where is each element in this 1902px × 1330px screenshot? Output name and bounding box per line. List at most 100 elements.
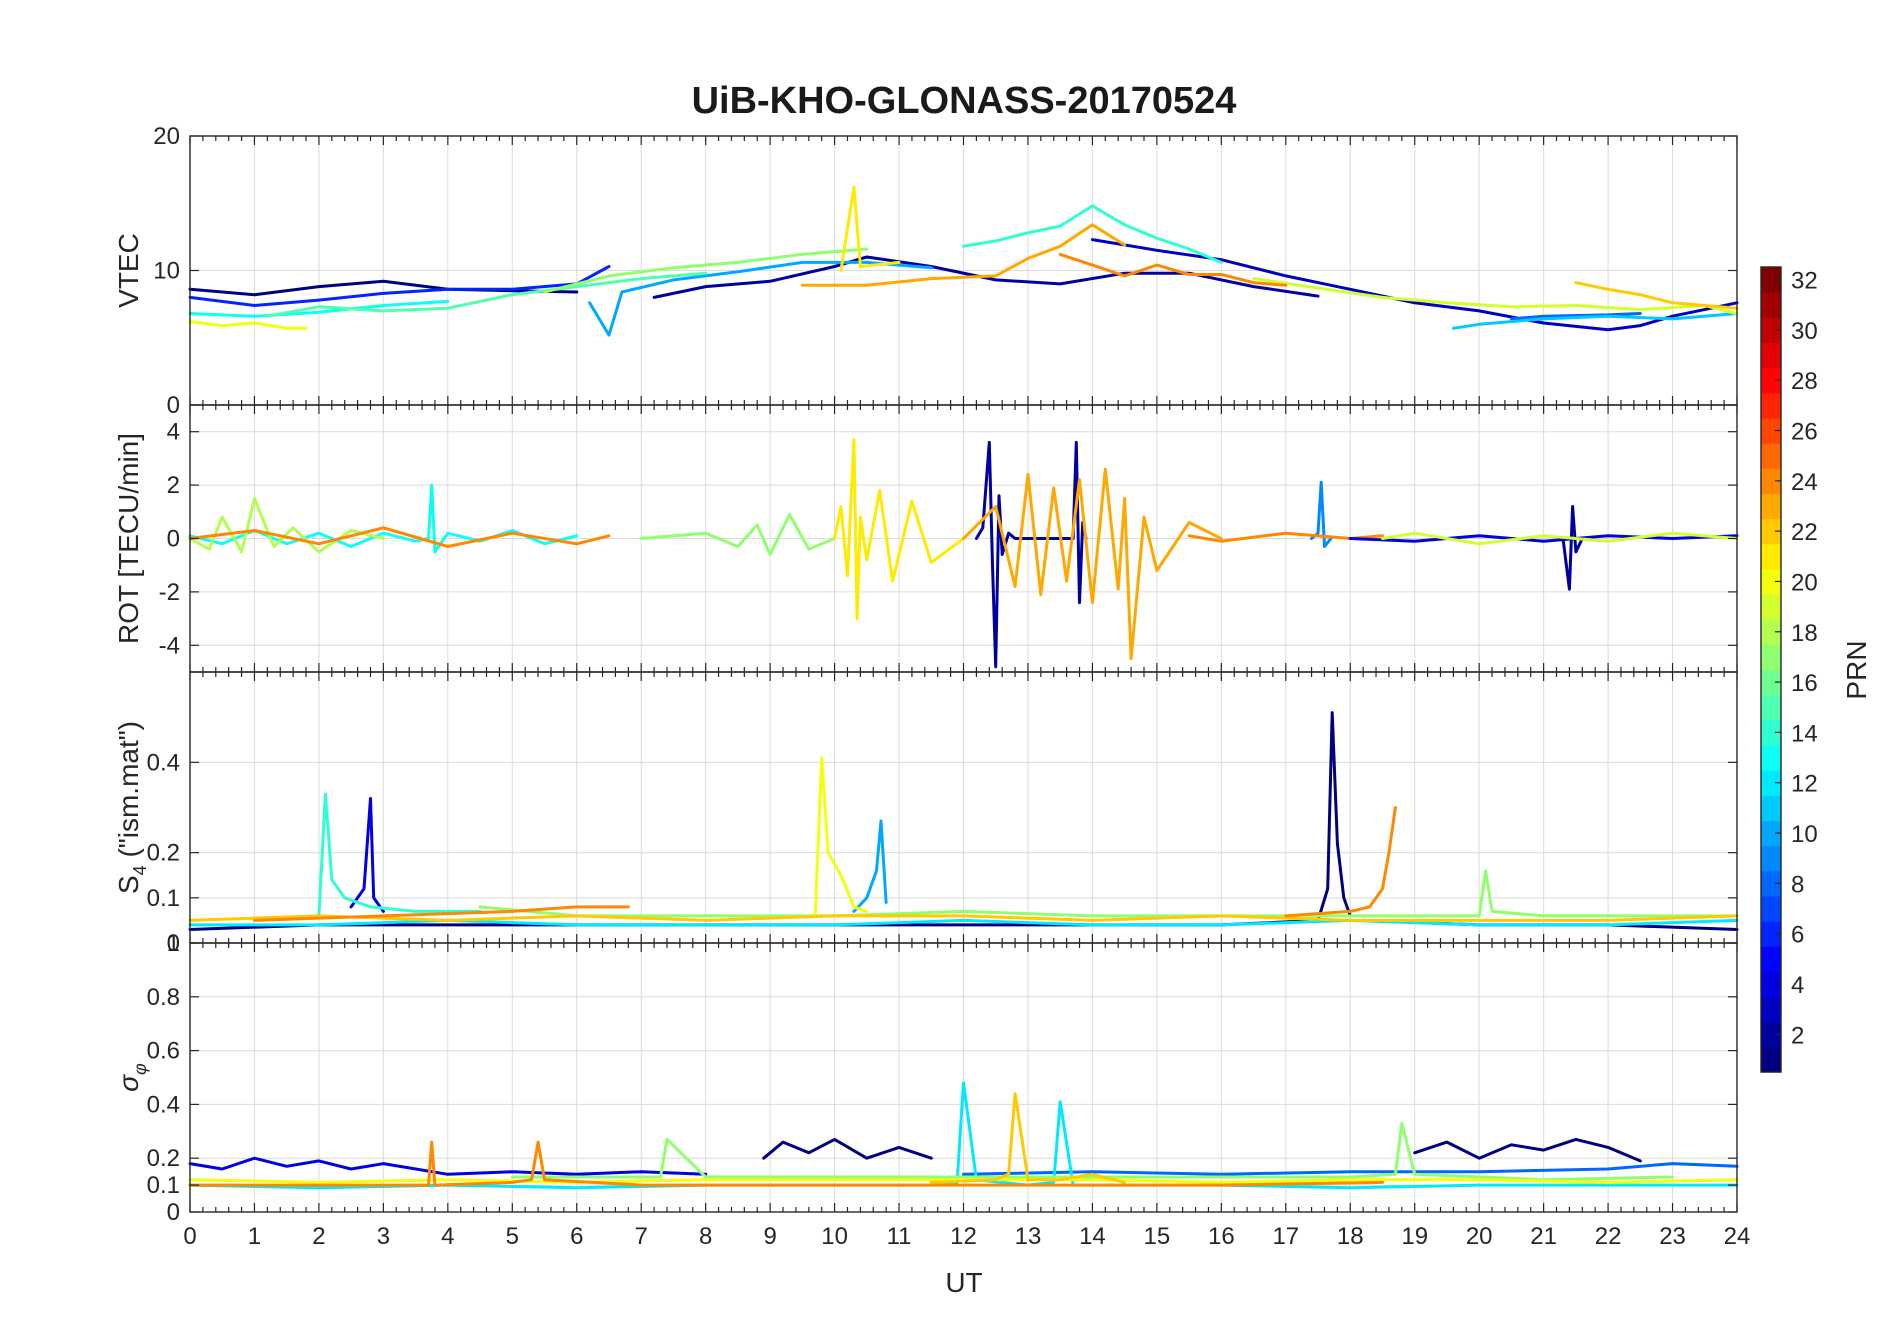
- series-prn-1: [1413, 1137, 1642, 1163]
- colorbar-cell: [1761, 770, 1781, 796]
- series-group: [188, 438, 1739, 669]
- grid: [189, 405, 1738, 672]
- colorbar-cell: [1761, 820, 1781, 847]
- ticks: 00.10.20.40.60.81: [147, 930, 1738, 1226]
- x-tick-label: 9: [763, 1223, 776, 1250]
- series-prn-19: [1252, 277, 1739, 315]
- series-prn-8: [1509, 312, 1642, 321]
- x-tick-labels: 0 1 2 3 4 5 6 7 8 9 10 11 12 13 14 15 16 17 18 19 20 21 22 23 24: [183, 1223, 1750, 1250]
- x-tick-label: 3: [377, 1223, 390, 1250]
- x-tick-label: 24: [1724, 1223, 1751, 1250]
- x-tick-label: 10: [821, 1223, 848, 1250]
- colorbar-cell: [1761, 870, 1781, 897]
- x-tick-label: 12: [950, 1223, 977, 1250]
- series-prn-22: [1574, 281, 1739, 310]
- x-tick-label: 11: [887, 1223, 912, 1250]
- series-prn-19: [1381, 531, 1739, 546]
- series-prn-4: [1348, 534, 1739, 543]
- colorbar-cell: [1761, 744, 1781, 771]
- colorbar-tick-label: 14: [1791, 720, 1818, 747]
- colorbar-tick-label: 24: [1791, 469, 1818, 496]
- colorbar-cells: [1761, 267, 1781, 1073]
- y-tick-label: -4: [159, 632, 180, 659]
- series-group: [188, 711, 1739, 931]
- colorbar-cell: [1761, 267, 1781, 293]
- colorbar-tick-label: 2: [1791, 1022, 1804, 1049]
- colorbar-cell: [1761, 694, 1781, 721]
- series-prn-17: [543, 247, 869, 294]
- y-tick-label: 4: [167, 419, 180, 446]
- series-prn-21: [833, 438, 965, 621]
- colorbar-cell: [1761, 317, 1781, 344]
- grid: [189, 672, 1738, 944]
- series-prn-24: [253, 905, 630, 922]
- y-tick-label: -2: [159, 579, 180, 606]
- colorbar-cell: [1761, 795, 1781, 822]
- y-tick-label: 0.2: [147, 840, 180, 867]
- colorbar-cell: [1761, 392, 1781, 419]
- x-axis-label: UT: [945, 1267, 982, 1298]
- y-tick-label: 0: [167, 526, 180, 553]
- y-tick-label: 20: [153, 123, 180, 150]
- series-prn-6: [188, 265, 611, 307]
- x-tick-label: 7: [635, 1223, 648, 1250]
- colorbar-cell: [1761, 292, 1781, 318]
- colorbar-cell: [1761, 895, 1781, 922]
- colorbar-tick-label: 8: [1791, 871, 1804, 898]
- x-tick-label: 4: [441, 1223, 454, 1250]
- x-tick-label: 22: [1595, 1223, 1622, 1250]
- x-tick-label: 23: [1659, 1223, 1686, 1250]
- plot-frame: [189, 942, 1738, 1213]
- colorbar-cell: [1761, 845, 1781, 872]
- series-prn-23: [800, 223, 1127, 287]
- series-prn-11: [1451, 312, 1739, 330]
- series-prn-13: [188, 299, 450, 318]
- y-tick-label: 0: [167, 392, 180, 419]
- y-tick-label: 2: [167, 472, 180, 499]
- series-prn-24: [1284, 806, 1397, 918]
- colorbar-cell: [1761, 619, 1781, 645]
- colorbar-frame: [1760, 266, 1782, 1073]
- colorbar-tick-label: 4: [1791, 972, 1804, 999]
- y-tick-label: 1: [167, 930, 180, 957]
- series-prn-14: [317, 792, 482, 918]
- x-tick-label: 18: [1337, 1223, 1364, 1250]
- colorbar-tick-label: 12: [1791, 771, 1818, 798]
- y-tick-label: 0.6: [147, 1038, 180, 1065]
- series-group: [188, 185, 1739, 337]
- series-prn-23: [962, 467, 1223, 661]
- colorbar-cell: [1761, 518, 1781, 545]
- series-prn-15: [265, 271, 708, 318]
- series-prn-24: [188, 1140, 1384, 1187]
- y-tick-label: 0.8: [147, 984, 180, 1011]
- colorbar-tick-label: 10: [1791, 821, 1818, 848]
- colorbar-cell: [1761, 342, 1781, 369]
- series-prn-2: [1561, 505, 1584, 591]
- series-prn-17: [639, 513, 837, 556]
- chart-title: UiB-KHO-GLONASS-20170524: [692, 80, 1237, 122]
- series-prn-4: [349, 797, 385, 913]
- y-tick-label: 0.4: [147, 749, 180, 776]
- colorbar-cell: [1761, 669, 1781, 696]
- colorbar-tick-label: 18: [1791, 620, 1818, 647]
- series-prn-10: [852, 819, 888, 913]
- x-tick-label: 13: [1015, 1223, 1042, 1250]
- x-tick-label: 1: [248, 1223, 261, 1250]
- colorbar-cell: [1761, 468, 1781, 495]
- y-axis-label: VTEC: [113, 233, 144, 308]
- colorbar-cell: [1761, 996, 1781, 1023]
- series-prn-21: [839, 185, 901, 272]
- colorbar-cell: [1761, 946, 1781, 972]
- colorbar-tick-label: 16: [1791, 670, 1818, 697]
- panel-1: 0 10 20 VTEC: [113, 123, 1739, 419]
- y-tick-label: 0.2: [147, 1145, 180, 1172]
- series-prn-24: [1058, 252, 1288, 287]
- y-tick-label: 0: [167, 930, 180, 957]
- series-prn-22: [188, 914, 1739, 922]
- panel-3: 0 0.1 0.2 0.4S4 ("ism.mat"): [113, 671, 1739, 957]
